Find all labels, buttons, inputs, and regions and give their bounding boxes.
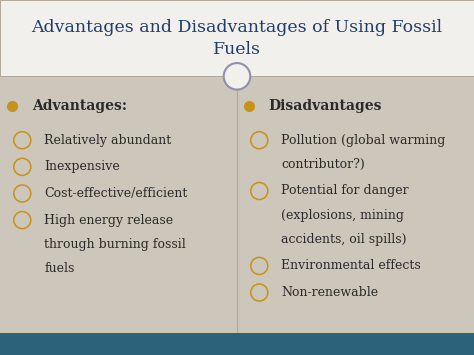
Text: Relatively abundant: Relatively abundant — [44, 134, 171, 147]
FancyBboxPatch shape — [0, 333, 474, 355]
Text: Pollution (global warming: Pollution (global warming — [281, 134, 446, 147]
Text: Non-renewable: Non-renewable — [281, 286, 378, 299]
Text: Advantages:: Advantages: — [32, 99, 127, 114]
Text: Disadvantages: Disadvantages — [269, 99, 382, 114]
Text: contributor?): contributor?) — [281, 158, 365, 171]
Ellipse shape — [224, 63, 250, 89]
Text: (explosions, mining: (explosions, mining — [281, 209, 404, 222]
Text: through burning fossil: through burning fossil — [44, 238, 186, 251]
Text: Potential for danger: Potential for danger — [281, 185, 409, 197]
Text: Environmental effects: Environmental effects — [281, 260, 421, 272]
Text: accidents, oil spills): accidents, oil spills) — [281, 233, 407, 246]
FancyBboxPatch shape — [0, 76, 474, 333]
Text: Inexpensive: Inexpensive — [44, 160, 120, 173]
FancyBboxPatch shape — [0, 0, 474, 76]
Text: Cost-effective/efficient: Cost-effective/efficient — [44, 187, 187, 200]
Text: High energy release: High energy release — [44, 214, 173, 226]
Text: fuels: fuels — [44, 262, 74, 275]
Text: Advantages and Disadvantages of Using Fossil
Fuels: Advantages and Disadvantages of Using Fo… — [31, 18, 443, 58]
